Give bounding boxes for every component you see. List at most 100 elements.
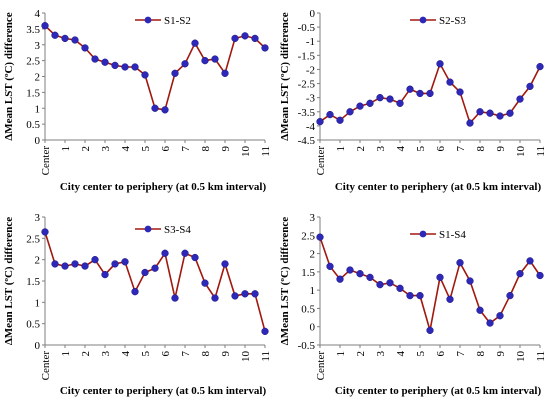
y-tick-label: 1.5 — [301, 267, 315, 279]
data-point — [141, 268, 149, 277]
y-tick-label: 2 — [310, 249, 316, 261]
x-axis-title: City center to periphery (at 0.5 km inte… — [60, 385, 267, 397]
x-tick-label: 11 — [260, 351, 272, 362]
legend-marker — [419, 16, 427, 24]
y-tick-label: 2.5 — [26, 233, 40, 245]
legend-label: S2-S3 — [439, 15, 466, 27]
x-tick-label: Center — [315, 146, 327, 176]
data-point — [366, 273, 374, 281]
legend-marker — [144, 225, 152, 233]
y-tick-label: 2.5 — [26, 56, 40, 68]
data-point — [61, 34, 69, 43]
data-point — [221, 69, 229, 77]
data-point — [211, 55, 219, 63]
legend: S1-S4 — [410, 229, 466, 241]
x-tick-label: 1 — [335, 351, 347, 357]
data-point — [386, 95, 394, 103]
data-point — [201, 279, 209, 287]
data-point — [486, 319, 494, 327]
data-point — [446, 295, 454, 303]
data-point — [336, 275, 344, 283]
x-tick-label: 3 — [100, 351, 112, 357]
x-tick-label: Center — [40, 351, 52, 381]
data-point — [161, 106, 169, 114]
data-point — [516, 95, 524, 103]
data-point — [41, 22, 49, 30]
x-tick-label: 5 — [415, 351, 427, 357]
data-point — [496, 312, 504, 320]
legend: S2-S3 — [410, 15, 466, 27]
legend: S3-S4 — [135, 224, 191, 236]
data-point — [71, 260, 79, 268]
y-tick-label: 1.5 — [26, 276, 40, 288]
x-tick-label: 10 — [515, 351, 527, 363]
y-axis-title: ΔMean LST (ºC) difference — [279, 12, 291, 140]
legend-label: S3-S4 — [164, 224, 191, 236]
data-point — [91, 256, 99, 264]
x-tick-label: 8 — [200, 146, 212, 152]
data-point — [356, 270, 364, 278]
x-tick-label: 10 — [240, 146, 252, 158]
data-point — [416, 291, 424, 300]
x-tick-label: 8 — [475, 146, 487, 152]
legend-label: S1-S4 — [439, 229, 466, 241]
x-tick-label: 6 — [160, 146, 172, 152]
data-point — [346, 266, 354, 274]
y-tick-label: 2.5 — [301, 230, 315, 242]
x-tick-label: 2 — [355, 146, 367, 152]
y-tick-label: -0.5 — [298, 340, 316, 352]
y-tick-label: 4 — [35, 8, 41, 20]
data-point — [241, 32, 249, 40]
data-point — [191, 253, 199, 262]
series-line-S1-S4 — [319, 236, 541, 331]
data-point — [416, 89, 424, 98]
data-point — [111, 61, 119, 70]
x-tick-label: 7 — [180, 351, 192, 357]
y-tick-label: 2 — [35, 72, 41, 84]
data-point — [241, 290, 249, 298]
data-point — [456, 259, 464, 267]
x-tick-label: 2 — [80, 146, 92, 152]
data-point — [446, 78, 454, 86]
data-point — [231, 34, 239, 43]
y-tick-label: 1 — [310, 285, 316, 297]
data-point — [516, 270, 524, 278]
data-point — [336, 116, 344, 124]
data-point — [91, 55, 99, 63]
data-point — [161, 249, 169, 257]
chart-panel-3: 0 0.5 1 1.5 2 2.5 3 Center 1 2 3 4 5 6 7 8 9 10 11 S3-S4 ΔMe… — [3, 212, 272, 397]
y-axis-title: ΔMean LST (ºC) difference — [279, 217, 291, 345]
y-tick-label: -0.5 — [298, 22, 316, 34]
data-point — [171, 69, 179, 77]
data-point — [131, 63, 139, 71]
x-tick-label: 10 — [240, 351, 252, 363]
data-point — [376, 94, 384, 102]
data-point — [101, 270, 109, 279]
y-tick-label: 2 — [35, 255, 41, 267]
x-axis-title: City center to periphery (at 0.5 km inte… — [335, 385, 542, 397]
x-axis-title: City center to periphery (at 0.5 km inte… — [60, 181, 267, 193]
data-point — [81, 262, 89, 270]
y-tick-label: 3 — [35, 40, 41, 52]
x-tick-label: 11 — [260, 146, 272, 157]
data-point — [181, 249, 189, 257]
x-tick-label: 3 — [375, 351, 387, 357]
legend: S1-S2 — [135, 15, 191, 27]
y-tick-label: 0 — [35, 135, 41, 147]
data-point — [536, 62, 544, 71]
y-tick-label: -3 — [306, 93, 316, 105]
data-point — [51, 260, 59, 268]
y-axis-title: ΔMean LST (ºC) difference — [3, 217, 15, 345]
data-point — [101, 58, 109, 66]
data-point — [181, 60, 189, 68]
x-tick-label: 10 — [515, 146, 527, 158]
x-tick-label: 3 — [100, 146, 112, 152]
y-tick-label: 3 — [310, 212, 316, 224]
data-point — [51, 31, 59, 39]
y-tick-label: 3 — [35, 212, 41, 224]
x-tick-label: 7 — [455, 351, 467, 357]
data-point — [171, 294, 179, 302]
data-point — [476, 306, 484, 314]
y-tick-label: 1.5 — [26, 87, 40, 99]
